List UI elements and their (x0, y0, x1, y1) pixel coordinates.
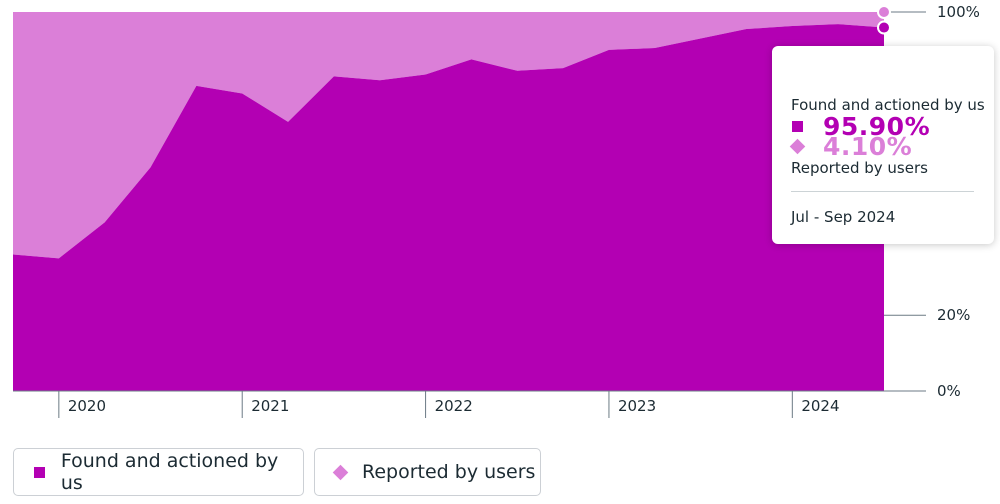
tooltip-reported-row: 4.10% (789, 132, 913, 161)
tooltip-found-value: 95.90% (823, 112, 931, 141)
area-reported-by-users (13, 12, 884, 259)
found-square-icon (34, 466, 45, 478)
found-square-icon (792, 121, 803, 132)
x-axis: 2020 2021 2022 2023 2024 (13, 390, 884, 418)
x-tick-label: 2022 (435, 397, 473, 415)
hover-markers (877, 5, 891, 35)
tooltip-found-row: 95.90% (792, 112, 930, 141)
data-tooltip: 95.90% Found and actioned by us 4.10% Re… (772, 46, 994, 244)
tooltip-divider (791, 191, 974, 192)
legend-found-label: Found and actioned by us (60, 450, 279, 494)
legend-reported-button[interactable]: Reported by users (314, 448, 541, 496)
hover-marker-found (877, 20, 891, 35)
x-tick-label: 2021 (251, 397, 289, 415)
y-tick-label: 100% (937, 3, 980, 21)
reported-diamond-icon (789, 138, 806, 155)
reported-diamond-icon (332, 464, 349, 480)
y-tick-label: 0% (937, 382, 961, 400)
tooltip-reported-value: 4.10% (823, 132, 913, 161)
area-found-and-actioned (13, 24, 884, 392)
legend-found-button[interactable]: Found and actioned by us (13, 448, 304, 496)
y-tick-label: 20% (937, 306, 970, 324)
hover-marker-reported (877, 5, 891, 19)
plot-areas (13, 12, 884, 392)
x-tick-label: 2023 (618, 397, 656, 415)
x-tick-label: 2020 (68, 397, 106, 415)
tooltip-period: Jul - Sep 2024 (791, 208, 896, 226)
legend-reported-label: Reported by users (362, 461, 536, 483)
tooltip-found-label: Found and actioned by us (791, 96, 985, 114)
x-tick-label: 2024 (801, 397, 839, 415)
tooltip-reported-label: Reported by users (791, 159, 928, 177)
